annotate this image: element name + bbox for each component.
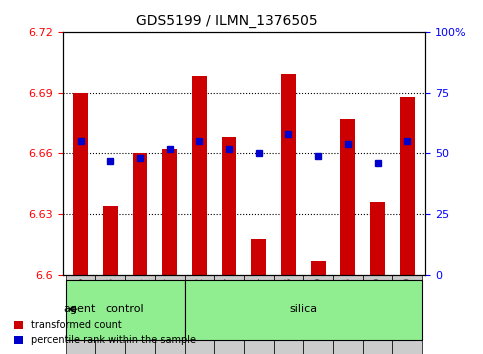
Legend: transformed count, percentile rank within the sample: transformed count, percentile rank withi… — [10, 316, 200, 349]
Bar — [162, 149, 177, 275]
FancyBboxPatch shape — [273, 275, 303, 354]
Bar — [132, 153, 147, 275]
Bar — [370, 202, 385, 275]
FancyBboxPatch shape — [392, 275, 422, 354]
Bar — [341, 119, 355, 275]
FancyBboxPatch shape — [244, 275, 273, 354]
FancyBboxPatch shape — [333, 275, 363, 354]
Bar — [73, 93, 88, 275]
FancyBboxPatch shape — [96, 275, 125, 354]
Text: GDS5199 / ILMN_1376505: GDS5199 / ILMN_1376505 — [136, 14, 318, 28]
FancyBboxPatch shape — [214, 275, 244, 354]
FancyBboxPatch shape — [303, 275, 333, 354]
Bar — [251, 239, 266, 275]
Bar — [192, 76, 207, 275]
FancyBboxPatch shape — [363, 275, 392, 354]
Text: silica: silica — [289, 304, 317, 314]
Bar — [400, 97, 414, 275]
Bar — [222, 137, 237, 275]
FancyBboxPatch shape — [155, 275, 185, 354]
FancyBboxPatch shape — [125, 275, 155, 354]
Bar — [311, 261, 326, 275]
FancyBboxPatch shape — [66, 280, 185, 340]
FancyBboxPatch shape — [66, 275, 96, 354]
Text: control: control — [106, 304, 144, 314]
Bar — [281, 74, 296, 275]
FancyBboxPatch shape — [185, 280, 422, 340]
FancyBboxPatch shape — [185, 275, 214, 354]
Bar — [103, 206, 118, 275]
Text: agent: agent — [64, 304, 96, 314]
